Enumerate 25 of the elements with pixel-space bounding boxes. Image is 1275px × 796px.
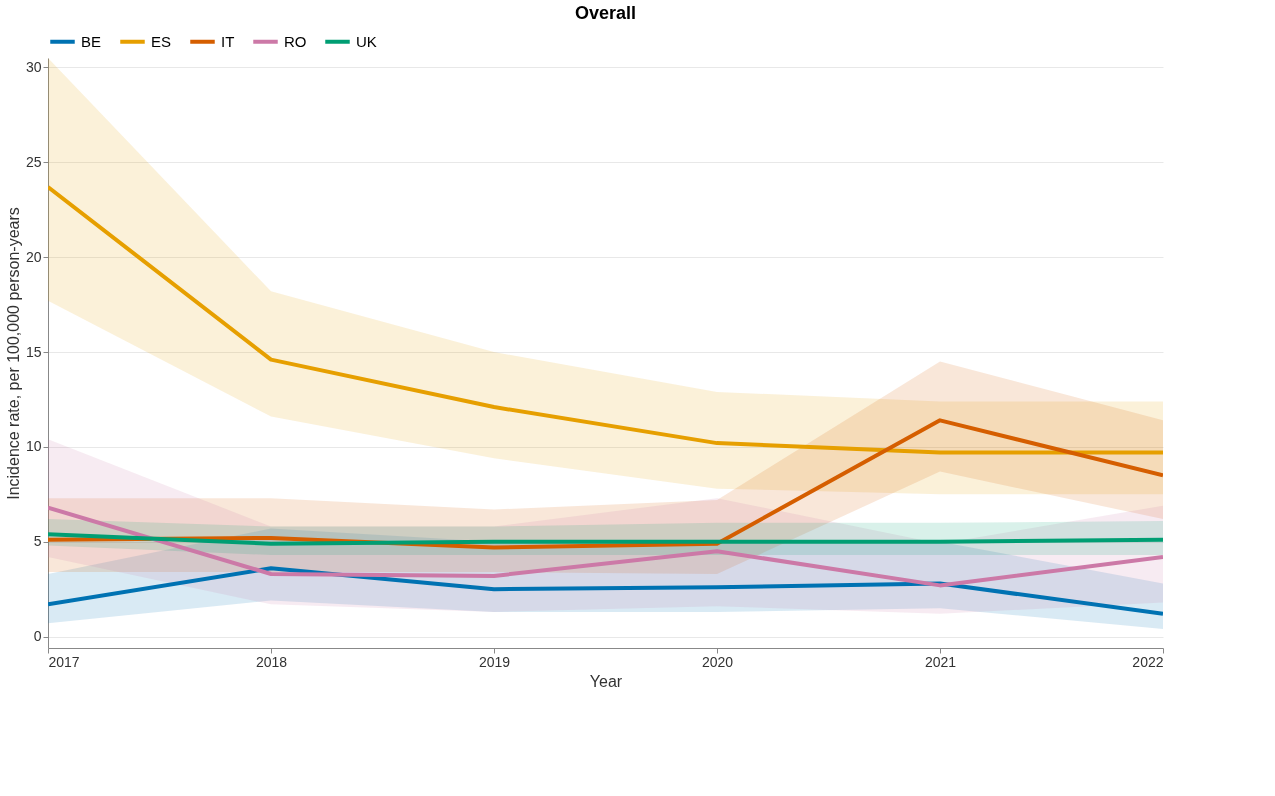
x-tick-label: 2017	[48, 653, 80, 670]
y-tick-label: 5	[33, 533, 42, 550]
legend-label: IT	[221, 32, 235, 50]
y-tick-label: 20	[25, 248, 42, 265]
line-series	[48, 185, 1163, 455]
legend-label: ES	[151, 32, 172, 50]
x-axis-title: Year	[589, 672, 623, 690]
y-axis-title: Incidence rate, per 100,000 person-years	[4, 207, 22, 500]
legend-label: RO	[284, 32, 307, 50]
x-tick-label: 2018	[255, 653, 288, 670]
y-tick-label: 10	[25, 438, 42, 455]
line-series	[48, 532, 1163, 546]
x-tick-label: 2021	[924, 653, 957, 670]
x-tick-label: 2022	[1132, 653, 1164, 670]
y-tick-label: 25	[25, 153, 42, 170]
legend-label: BE	[81, 32, 102, 50]
y-tick-label: 0	[33, 628, 42, 645]
legend-label: UK	[356, 32, 377, 50]
chart-title: Overall	[574, 3, 637, 23]
y-tick-label: 15	[25, 343, 42, 360]
line-series	[48, 505, 1163, 588]
y-tick-label: 30	[25, 58, 42, 75]
line-series	[48, 566, 1163, 616]
x-tick-label: 2019	[478, 653, 511, 670]
x-tick-label: 2020	[701, 653, 734, 670]
